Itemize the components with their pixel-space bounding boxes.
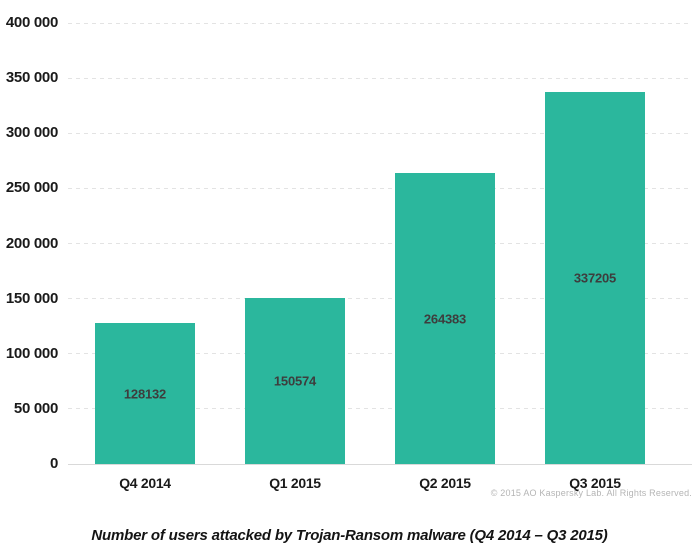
y-axis: 0 50 000 100 000 150 000 200 000 250 000 300 0… (0, 0, 58, 515)
x-axis: Q4 2014 Q1 2015 Q2 2015 Q3 2015 (68, 475, 692, 493)
bar-q3-2015: 337205 (545, 92, 645, 464)
bar-q2-2015: 264383 (395, 173, 495, 464)
y-tick-label: 50 000 (13, 399, 58, 417)
bar-chart: 0 50 000 100 000 150 000 200 000 250 000 300 0… (0, 0, 692, 515)
x-tick-label: Q4 2014 (119, 475, 171, 491)
x-axis-line (68, 464, 692, 465)
y-gridline (68, 353, 692, 355)
y-gridline (68, 132, 692, 134)
y-tick-label: 300 000 (5, 124, 58, 142)
chart-caption: Number of users attacked by Trojan-Ranso… (91, 527, 608, 544)
copyright-text: © 2015 AO Kaspersky Lab. All Rights Rese… (490, 488, 692, 498)
y-gridline (68, 298, 692, 300)
bar-value-label: 337205 (573, 270, 617, 286)
y-tick-label: 250 000 (5, 179, 58, 197)
bar-q1-2015: 150574 (245, 298, 345, 464)
y-tick-label: 200 000 (5, 234, 58, 252)
bar-q4-2014: 128132 (95, 323, 195, 464)
y-gridline (68, 187, 692, 189)
x-tick-label: Q1 2015 (269, 475, 321, 491)
x-tick-label: Q2 2015 (419, 475, 471, 491)
y-gridline (68, 22, 692, 24)
y-gridline (68, 77, 692, 79)
y-tick-label: 100 000 (5, 344, 58, 362)
plot-area: 128132 150574 264383 337205 (68, 22, 692, 464)
y-tick-label: 350 000 (5, 69, 58, 87)
x-tick-label: Q3 2015 (569, 475, 621, 491)
y-tick-label: 150 000 (5, 289, 58, 307)
y-tick-label: 400 000 (5, 14, 58, 31)
y-gridline (68, 243, 692, 244)
y-tick-label: 0 (49, 455, 58, 472)
bar-value-label: 264383 (423, 311, 467, 326)
bar-value-label: 128132 (123, 386, 167, 401)
y-gridline (68, 408, 692, 410)
bar-value-label: 150574 (273, 373, 317, 389)
